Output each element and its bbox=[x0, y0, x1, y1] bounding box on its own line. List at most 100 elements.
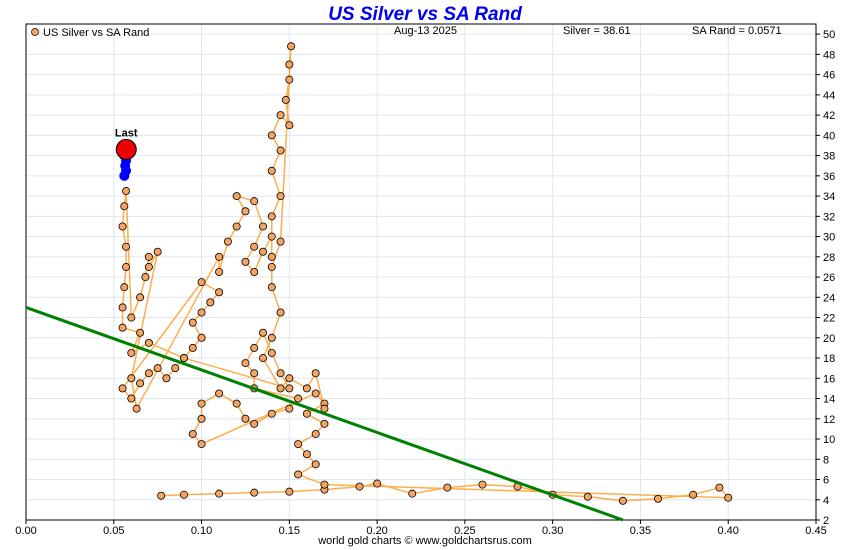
y-tick-label: 24 bbox=[823, 292, 835, 304]
data-point bbox=[285, 487, 294, 496]
y-tick-label: 42 bbox=[823, 110, 835, 122]
last-point-label: Last bbox=[115, 127, 138, 139]
data-point bbox=[258, 222, 267, 231]
data-point bbox=[144, 338, 153, 347]
data-point bbox=[285, 75, 294, 84]
trend-line-group bbox=[25, 306, 624, 522]
y-tick-label: 34 bbox=[823, 191, 835, 203]
data-point bbox=[654, 494, 663, 503]
silver-readout: Silver = 38.61 bbox=[563, 25, 631, 37]
data-point bbox=[302, 384, 311, 393]
y-tick-label: 32 bbox=[823, 211, 835, 223]
data-point bbox=[408, 489, 417, 498]
data-point bbox=[320, 480, 329, 489]
x-tick-label: 0.00 bbox=[15, 525, 36, 537]
data-point bbox=[250, 369, 259, 378]
data-point bbox=[241, 414, 250, 423]
data-point bbox=[276, 237, 285, 246]
trend-line bbox=[25, 306, 624, 522]
x-tick-label: 0.35 bbox=[630, 525, 651, 537]
data-point bbox=[267, 212, 276, 221]
data-point bbox=[724, 493, 733, 502]
data-point bbox=[267, 409, 276, 418]
data-point bbox=[141, 273, 150, 282]
y-tick-label: 6 bbox=[823, 475, 829, 487]
y-tick-label: 30 bbox=[823, 232, 835, 244]
data-point bbox=[355, 482, 364, 491]
data-point bbox=[285, 374, 294, 383]
x-tick-label: 0.05 bbox=[103, 525, 124, 537]
data-point bbox=[258, 247, 267, 256]
data-point bbox=[136, 379, 145, 388]
data-point bbox=[122, 187, 131, 196]
data-point bbox=[241, 359, 250, 368]
y-tick-label: 8 bbox=[823, 454, 829, 466]
data-point bbox=[618, 496, 627, 505]
data-point bbox=[276, 146, 285, 155]
x-tick-label: 0.25 bbox=[454, 525, 475, 537]
data-point bbox=[320, 404, 329, 413]
data-point bbox=[215, 267, 224, 276]
data-point bbox=[311, 389, 320, 398]
data-point bbox=[188, 429, 197, 438]
data-point bbox=[206, 298, 215, 307]
chart-title: US Silver vs SA Rand bbox=[328, 4, 522, 25]
y-tick-label: 20 bbox=[823, 333, 835, 345]
y-tick-label: 14 bbox=[823, 394, 835, 406]
x-axis: 0.00 0.05 0.10 0.15 0.20 0.25 0.30 0.35 0.40 0.45 bbox=[15, 520, 827, 537]
data-point bbox=[162, 374, 171, 383]
data-point bbox=[179, 354, 188, 363]
data-point bbox=[285, 384, 294, 393]
legend: US Silver vs SA Rand bbox=[31, 27, 149, 39]
x-tick-label: 0.30 bbox=[542, 525, 563, 537]
series-line bbox=[121, 46, 730, 502]
footer-credit: world gold charts © www.goldchartsrus.co… bbox=[317, 535, 532, 547]
data-point bbox=[197, 414, 206, 423]
data-point bbox=[122, 262, 131, 271]
data-point bbox=[267, 232, 276, 241]
data-point bbox=[250, 197, 259, 206]
data-point bbox=[153, 247, 162, 256]
data-point bbox=[443, 483, 452, 492]
data-point bbox=[215, 389, 224, 398]
data-point bbox=[215, 252, 224, 261]
data-point bbox=[689, 490, 698, 499]
legend-label: US Silver vs SA Rand bbox=[43, 27, 149, 39]
data-point bbox=[127, 374, 136, 383]
data-point bbox=[258, 354, 267, 363]
data-point bbox=[215, 288, 224, 297]
data-point bbox=[302, 450, 311, 459]
data-point bbox=[118, 384, 127, 393]
data-point bbox=[294, 394, 303, 403]
data-point bbox=[157, 491, 166, 500]
y-tick-label: 28 bbox=[823, 252, 835, 264]
data-point bbox=[118, 303, 127, 312]
data-point bbox=[294, 470, 303, 479]
data-point bbox=[276, 111, 285, 120]
data-point bbox=[267, 333, 276, 342]
data-point bbox=[311, 369, 320, 378]
data-point bbox=[267, 131, 276, 140]
data-point bbox=[188, 318, 197, 327]
data-point bbox=[197, 440, 206, 449]
y-tick-label: 12 bbox=[823, 414, 835, 426]
data-point bbox=[241, 207, 250, 216]
data-point bbox=[223, 237, 232, 246]
data-point bbox=[583, 492, 592, 501]
data-point bbox=[122, 242, 131, 251]
data-point bbox=[197, 278, 206, 287]
data-point bbox=[287, 42, 296, 51]
data-point bbox=[127, 348, 136, 357]
y-tick-label: 48 bbox=[823, 49, 835, 61]
y-tick-label: 4 bbox=[823, 495, 829, 507]
x-tick-label: 0.40 bbox=[718, 525, 739, 537]
y-tick-label: 26 bbox=[823, 272, 835, 284]
legend-marker bbox=[31, 28, 39, 36]
data-point bbox=[267, 283, 276, 292]
data-point bbox=[232, 399, 241, 408]
date-label: Aug-13 2025 bbox=[394, 25, 457, 37]
data-point bbox=[715, 483, 724, 492]
data-point bbox=[127, 313, 136, 322]
data-point bbox=[281, 95, 290, 104]
data-point bbox=[136, 293, 145, 302]
